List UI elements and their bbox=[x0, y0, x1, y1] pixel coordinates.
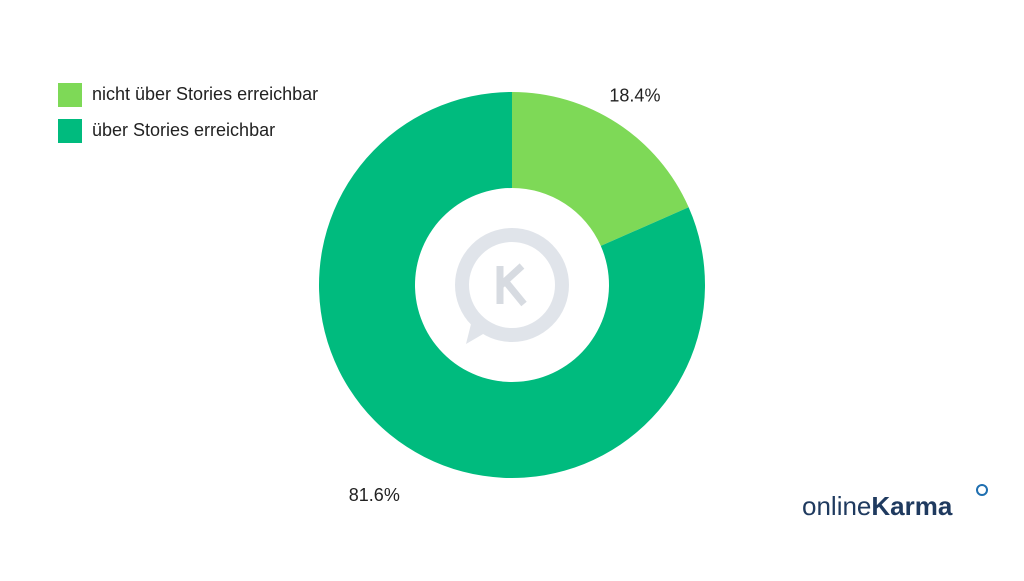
watermark bbox=[455, 228, 569, 344]
value-label: 81.6% bbox=[349, 485, 400, 505]
logo-light: online bbox=[802, 491, 871, 521]
logo-bold: Karma bbox=[871, 491, 952, 521]
logo-dot bbox=[976, 484, 988, 496]
legend-label: über Stories erreichbar bbox=[92, 120, 275, 140]
legend-swatch bbox=[58, 119, 82, 143]
watermark-k bbox=[496, 263, 527, 307]
wedge bbox=[319, 92, 706, 479]
legend: nicht über Stories erreichbar über Storie… bbox=[58, 83, 318, 143]
wedge bbox=[512, 92, 689, 246]
watermark-ring bbox=[455, 228, 569, 342]
legend-swatch bbox=[58, 83, 82, 107]
value-label: 18.4% bbox=[609, 85, 660, 105]
logo-text: onlineKarma bbox=[802, 491, 953, 521]
legend-label: nicht über Stories erreichbar bbox=[92, 84, 318, 104]
watermark-tail bbox=[466, 320, 490, 344]
donut: 18.4% 81.6% bbox=[319, 85, 706, 505]
logo: onlineKarma bbox=[802, 484, 988, 521]
